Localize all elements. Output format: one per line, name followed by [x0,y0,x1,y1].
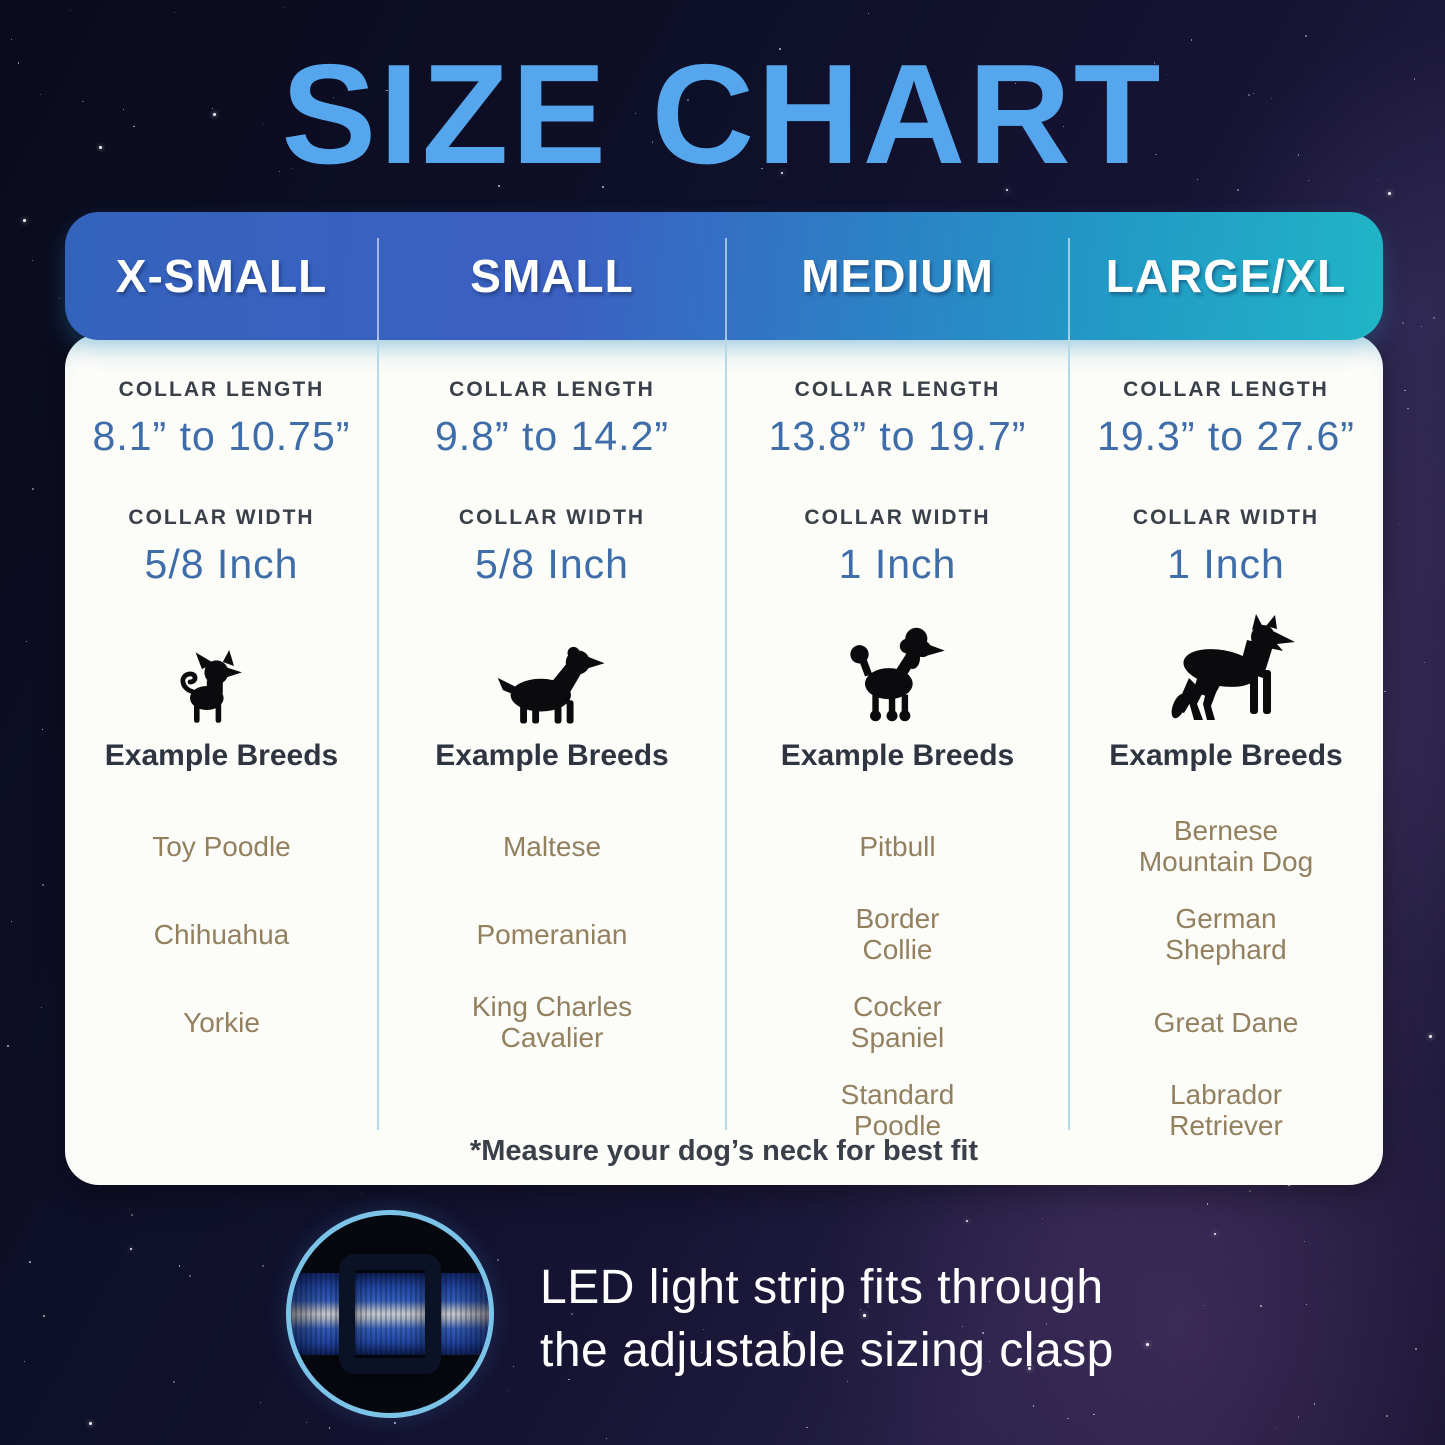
collar-length-value: 19.3” to 27.6” [1097,410,1355,462]
collar-length-value: 13.8” to 19.7” [769,410,1027,462]
breed-item: Maltese [472,802,632,890]
breeds-list: Bernese Mountain Dog German Shephard Great… [1139,802,1313,1154]
size-header-cell: MEDIUM [726,249,1069,303]
size-columns: COLLAR LENGTH 8.1” to 10.75” COLLAR WIDT… [65,334,1383,1154]
breed-item: Cocker Spaniel [841,978,955,1066]
collar-width-label: COLLAR WIDTH [128,506,314,530]
poodle-icon [843,625,953,726]
column-divider [377,238,379,1130]
dog-icon-slot [178,600,266,726]
dog-icon-slot [843,600,953,726]
size-header-row: X-SMALL SMALL MEDIUM LARGE/XL [65,212,1383,340]
size-header-cell: SMALL [378,249,726,303]
collar-width-label: COLLAR WIDTH [459,506,645,530]
breed-item: Yorkie [152,978,291,1066]
collar-width-value: 5/8 Inch [145,538,299,590]
collar-width-label: COLLAR WIDTH [804,506,990,530]
collar-length-label: COLLAR LENGTH [795,378,1001,402]
breed-item: Toy Poodle [152,802,291,890]
size-column: COLLAR LENGTH 8.1” to 10.75” COLLAR WIDT… [65,334,378,1154]
cavalier-spaniel-icon [496,640,608,726]
collar-length-label: COLLAR LENGTH [449,378,655,402]
chihuahua-icon [178,650,266,726]
collar-clasp-photo [286,1210,494,1418]
breed-item: Bernese Mountain Dog [1139,802,1313,890]
collar-width-label: COLLAR WIDTH [1133,506,1319,530]
page-title: SIZE CHART [0,40,1445,190]
collar-length-value: 9.8” to 14.2” [435,410,669,462]
breeds-list: Pitbull Border Collie Cocker Spaniel Standa… [841,802,955,1154]
collar-length-label: COLLAR LENGTH [1123,378,1329,402]
size-column: COLLAR LENGTH 19.3” to 27.6” COLLAR WIDT… [1069,334,1383,1154]
breed-item: Pitbull [841,802,955,890]
collar-length-label: COLLAR LENGTH [119,378,325,402]
collar-width-value: 1 Inch [1167,538,1285,590]
breeds-heading: Example Breeds [435,740,668,772]
breed-item: Great Dane [1139,978,1313,1066]
breed-item: Chihuahua [152,890,291,978]
size-header-cell: LARGE/XL [1069,249,1383,303]
breeds-heading: Example Breeds [781,740,1014,772]
clasp-caption: LED light strip fits through the adjusta… [540,1256,1114,1382]
dog-icon-slot [1151,600,1301,726]
dog-icon-slot [496,600,608,726]
breeds-list: Maltese Pomeranian King Charles Cavalier [472,802,632,1066]
sizing-clasp [339,1254,441,1374]
size-column: COLLAR LENGTH 9.8” to 14.2” COLLAR WIDTH… [378,334,726,1154]
size-chart-table: X-SMALL SMALL MEDIUM LARGE/XL COLLAR LENGTH… [65,212,1383,1185]
column-divider [725,238,727,1130]
collar-width-value: 1 Inch [839,538,957,590]
column-divider [1068,238,1070,1130]
size-column: COLLAR LENGTH 13.8” to 19.7” COLLAR WIDT… [726,334,1069,1154]
breed-item: Border Collie [841,890,955,978]
collar-width-value: 5/8 Inch [475,538,629,590]
breed-item: King Charles Cavalier [472,978,632,1066]
size-header-cell: X-SMALL [65,249,378,303]
breeds-list: Toy Poodle Chihuahua Yorkie [152,802,291,1066]
measure-footnote: *Measure your dog’s neck for best fit [65,1135,1383,1168]
collar-length-value: 8.1” to 10.75” [93,410,351,462]
breeds-heading: Example Breeds [1109,740,1342,772]
breed-item: German Shephard [1139,890,1313,978]
breed-item: Pomeranian [472,890,632,978]
german-shepherd-icon [1151,614,1301,726]
breeds-heading: Example Breeds [105,740,338,772]
